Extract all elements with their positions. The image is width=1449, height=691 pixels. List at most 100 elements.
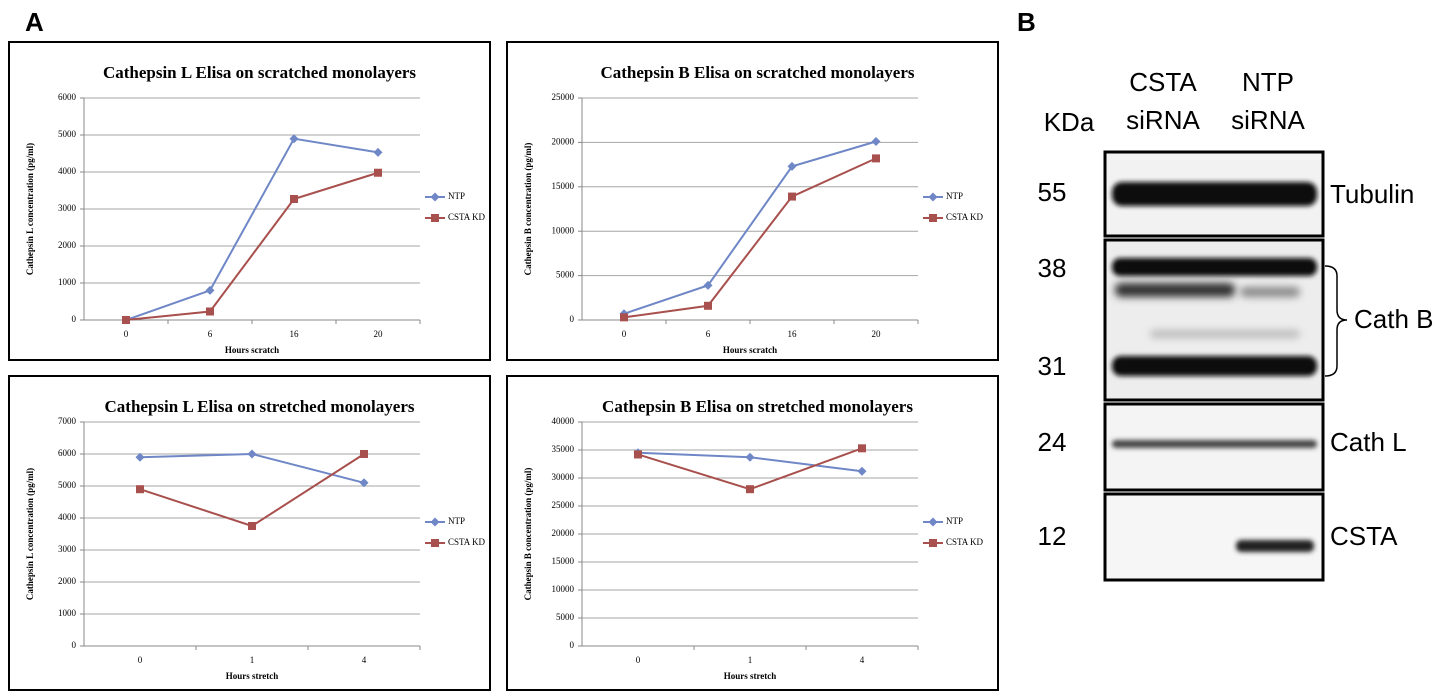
y-tick-label: 5000 (58, 480, 77, 490)
y-tick-label: 3000 (58, 203, 77, 213)
legend-label: CSTA KD (448, 212, 486, 222)
y-tick-label: 0 (570, 640, 575, 650)
marker (431, 518, 440, 527)
size-marker: 38 (1038, 253, 1067, 283)
blot-unit: KDa (1044, 107, 1095, 137)
chart-title: Cathepsin B Elisa on scratched monolayer… (600, 63, 914, 82)
x-tick-label: 16 (290, 329, 300, 339)
x-tick-label: 20 (374, 329, 384, 339)
marker (290, 134, 299, 143)
y-tick-label: 4000 (58, 512, 77, 522)
marker (858, 444, 866, 452)
marker (206, 307, 214, 315)
marker (360, 450, 368, 458)
marker (929, 193, 938, 202)
marker (122, 316, 130, 324)
y-tick-label: 25000 (552, 92, 575, 102)
x-tick-label: 0 (636, 655, 641, 665)
x-axis-label: Hours stretch (226, 671, 279, 681)
y-tick-label: 0 (570, 314, 575, 324)
y-axis-label: Cathepsin B concentration (pg/ml) (523, 468, 533, 601)
marker (634, 450, 642, 458)
y-tick-label: 20000 (552, 528, 575, 538)
chart-frame (9, 376, 490, 690)
y-tick-label: 35000 (552, 444, 575, 454)
chart-frame (9, 42, 490, 360)
marker (620, 313, 628, 321)
y-tick-label: 1000 (58, 608, 77, 618)
marker (788, 193, 796, 201)
x-axis-label: Hours scratch (225, 345, 279, 355)
y-tick-label: 30000 (552, 472, 575, 482)
y-tick-label: 20000 (552, 136, 575, 146)
lane-label: CSTA (1129, 67, 1197, 97)
x-tick-label: 1 (748, 655, 753, 665)
legend-label: NTP (946, 191, 963, 201)
x-tick-label: 0 (622, 329, 627, 339)
marker (290, 195, 298, 203)
marker (248, 450, 257, 459)
marker (872, 137, 881, 146)
y-tick-label: 6000 (58, 92, 77, 102)
x-tick-label: 6 (208, 329, 213, 339)
legend-label: CSTA KD (946, 212, 984, 222)
marker (431, 539, 439, 547)
protein-label: Tubulin (1330, 179, 1414, 209)
size-marker: 12 (1038, 521, 1067, 551)
marker (136, 485, 144, 493)
x-axis-label: Hours scratch (723, 345, 777, 355)
legend-label: NTP (448, 191, 465, 201)
lane-label: siRNA (1126, 105, 1200, 135)
lane-label: siRNA (1231, 105, 1305, 135)
marker (374, 148, 383, 157)
marker (431, 214, 439, 222)
marker (746, 485, 754, 493)
series-line (624, 142, 876, 314)
y-tick-label: 4000 (58, 166, 77, 176)
y-tick-label: 6000 (58, 448, 77, 458)
marker (431, 193, 440, 202)
y-tick-label: 25000 (552, 500, 575, 510)
legend-label: NTP (448, 516, 465, 526)
panel-label: B (1017, 7, 1036, 37)
y-tick-label: 15000 (552, 181, 575, 191)
series-line (126, 139, 378, 320)
marker (929, 214, 937, 222)
x-tick-label: 20 (872, 329, 882, 339)
chart-title: Cathepsin L Elisa on stretched monolayer… (105, 397, 415, 416)
y-axis-label: Cathepsin L concentration (pg/ml) (25, 143, 35, 275)
size-marker: 24 (1038, 427, 1067, 457)
protein-label: Cath L (1330, 427, 1407, 457)
y-tick-label: 0 (72, 640, 77, 650)
y-tick-label: 2000 (58, 576, 77, 586)
y-tick-label: 15000 (552, 556, 575, 566)
chart-frame (507, 376, 998, 690)
y-tick-label: 7000 (58, 416, 77, 426)
x-axis-label: Hours stretch (724, 671, 777, 681)
x-tick-label: 4 (860, 655, 865, 665)
y-axis-label: Cathepsin L concentration (pg/ml) (25, 468, 35, 600)
western-blot: KDa CSTA siRNA NTP siRNA 55 38 31 24 12 … (1038, 67, 1434, 580)
y-tick-label: 10000 (552, 225, 575, 235)
y-tick-label: 3000 (58, 544, 77, 554)
y-tick-label: 1000 (58, 277, 77, 287)
marker (206, 286, 215, 295)
x-tick-label: 4 (362, 655, 367, 665)
protein-label: Cath B (1354, 304, 1434, 334)
chart-frame (507, 42, 998, 360)
size-marker: 55 (1038, 177, 1067, 207)
x-tick-label: 6 (706, 329, 711, 339)
y-tick-label: 5000 (58, 129, 77, 139)
y-axis-label: Cathepsin B concentration (pg/ml) (523, 143, 533, 276)
marker (929, 539, 937, 547)
marker (746, 453, 755, 462)
y-tick-label: 40000 (552, 416, 575, 426)
chart-title: Cathepsin L Elisa on scratched monolayer… (103, 63, 416, 82)
marker (248, 522, 256, 530)
y-tick-label: 5000 (556, 612, 575, 622)
legend-label: NTP (946, 516, 963, 526)
figure: A B KDa CSTA siRNA NTP siRNA 55 38 31 24… (0, 0, 1449, 691)
marker (929, 518, 938, 527)
marker (872, 154, 880, 162)
x-tick-label: 0 (138, 655, 143, 665)
